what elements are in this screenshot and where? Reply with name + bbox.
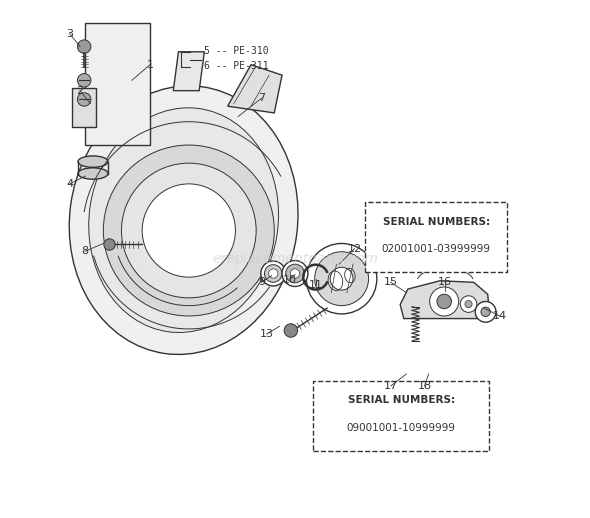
Text: 9: 9 bbox=[258, 277, 265, 287]
Text: 12: 12 bbox=[348, 243, 362, 254]
Text: 10: 10 bbox=[283, 275, 297, 285]
Polygon shape bbox=[72, 88, 96, 127]
Text: 09001001-10999999: 09001001-10999999 bbox=[347, 423, 455, 433]
Text: 14: 14 bbox=[493, 311, 507, 321]
Ellipse shape bbox=[78, 168, 108, 179]
Text: 4: 4 bbox=[66, 179, 73, 189]
Text: 17: 17 bbox=[384, 381, 398, 391]
Ellipse shape bbox=[261, 261, 286, 286]
Text: 02001001-03999999: 02001001-03999999 bbox=[382, 244, 491, 254]
Text: 5 -- PE-310: 5 -- PE-310 bbox=[204, 46, 269, 56]
Circle shape bbox=[465, 300, 472, 308]
Circle shape bbox=[481, 307, 490, 316]
Text: 1: 1 bbox=[146, 60, 153, 70]
Text: SERIAL NUMBERS:: SERIAL NUMBERS: bbox=[348, 395, 455, 405]
Circle shape bbox=[476, 301, 496, 322]
FancyBboxPatch shape bbox=[313, 381, 489, 451]
Polygon shape bbox=[173, 52, 204, 91]
Text: 8: 8 bbox=[81, 246, 88, 256]
Ellipse shape bbox=[88, 108, 278, 333]
Ellipse shape bbox=[286, 264, 304, 283]
Ellipse shape bbox=[264, 265, 282, 282]
Ellipse shape bbox=[268, 269, 278, 278]
Polygon shape bbox=[85, 23, 150, 145]
Circle shape bbox=[77, 40, 91, 53]
Circle shape bbox=[460, 296, 477, 312]
Circle shape bbox=[306, 243, 377, 314]
Ellipse shape bbox=[69, 86, 298, 354]
Text: 2: 2 bbox=[77, 85, 84, 96]
Text: 6 -- PE-311: 6 -- PE-311 bbox=[204, 61, 269, 71]
Circle shape bbox=[430, 287, 458, 316]
Text: 15: 15 bbox=[384, 277, 398, 287]
Text: 11: 11 bbox=[309, 280, 323, 290]
Text: 18: 18 bbox=[418, 381, 431, 391]
Circle shape bbox=[77, 93, 91, 106]
Circle shape bbox=[104, 239, 115, 250]
Circle shape bbox=[437, 294, 451, 309]
Text: 7: 7 bbox=[258, 93, 265, 104]
Circle shape bbox=[122, 163, 256, 298]
Polygon shape bbox=[400, 281, 489, 319]
Circle shape bbox=[284, 324, 297, 337]
Text: 3: 3 bbox=[66, 28, 73, 39]
Polygon shape bbox=[228, 65, 282, 113]
Circle shape bbox=[330, 267, 353, 290]
Text: SERIAL NUMBERS:: SERIAL NUMBERS: bbox=[382, 217, 490, 226]
Text: 16: 16 bbox=[438, 277, 452, 287]
Ellipse shape bbox=[290, 269, 300, 278]
FancyBboxPatch shape bbox=[365, 202, 507, 272]
Circle shape bbox=[77, 74, 91, 87]
Circle shape bbox=[314, 252, 369, 306]
Ellipse shape bbox=[78, 156, 108, 167]
Circle shape bbox=[103, 145, 274, 316]
Text: 13: 13 bbox=[260, 329, 274, 339]
Circle shape bbox=[142, 184, 235, 277]
Ellipse shape bbox=[282, 261, 308, 286]
Text: ereplacementparts.com: ereplacementparts.com bbox=[212, 252, 378, 266]
